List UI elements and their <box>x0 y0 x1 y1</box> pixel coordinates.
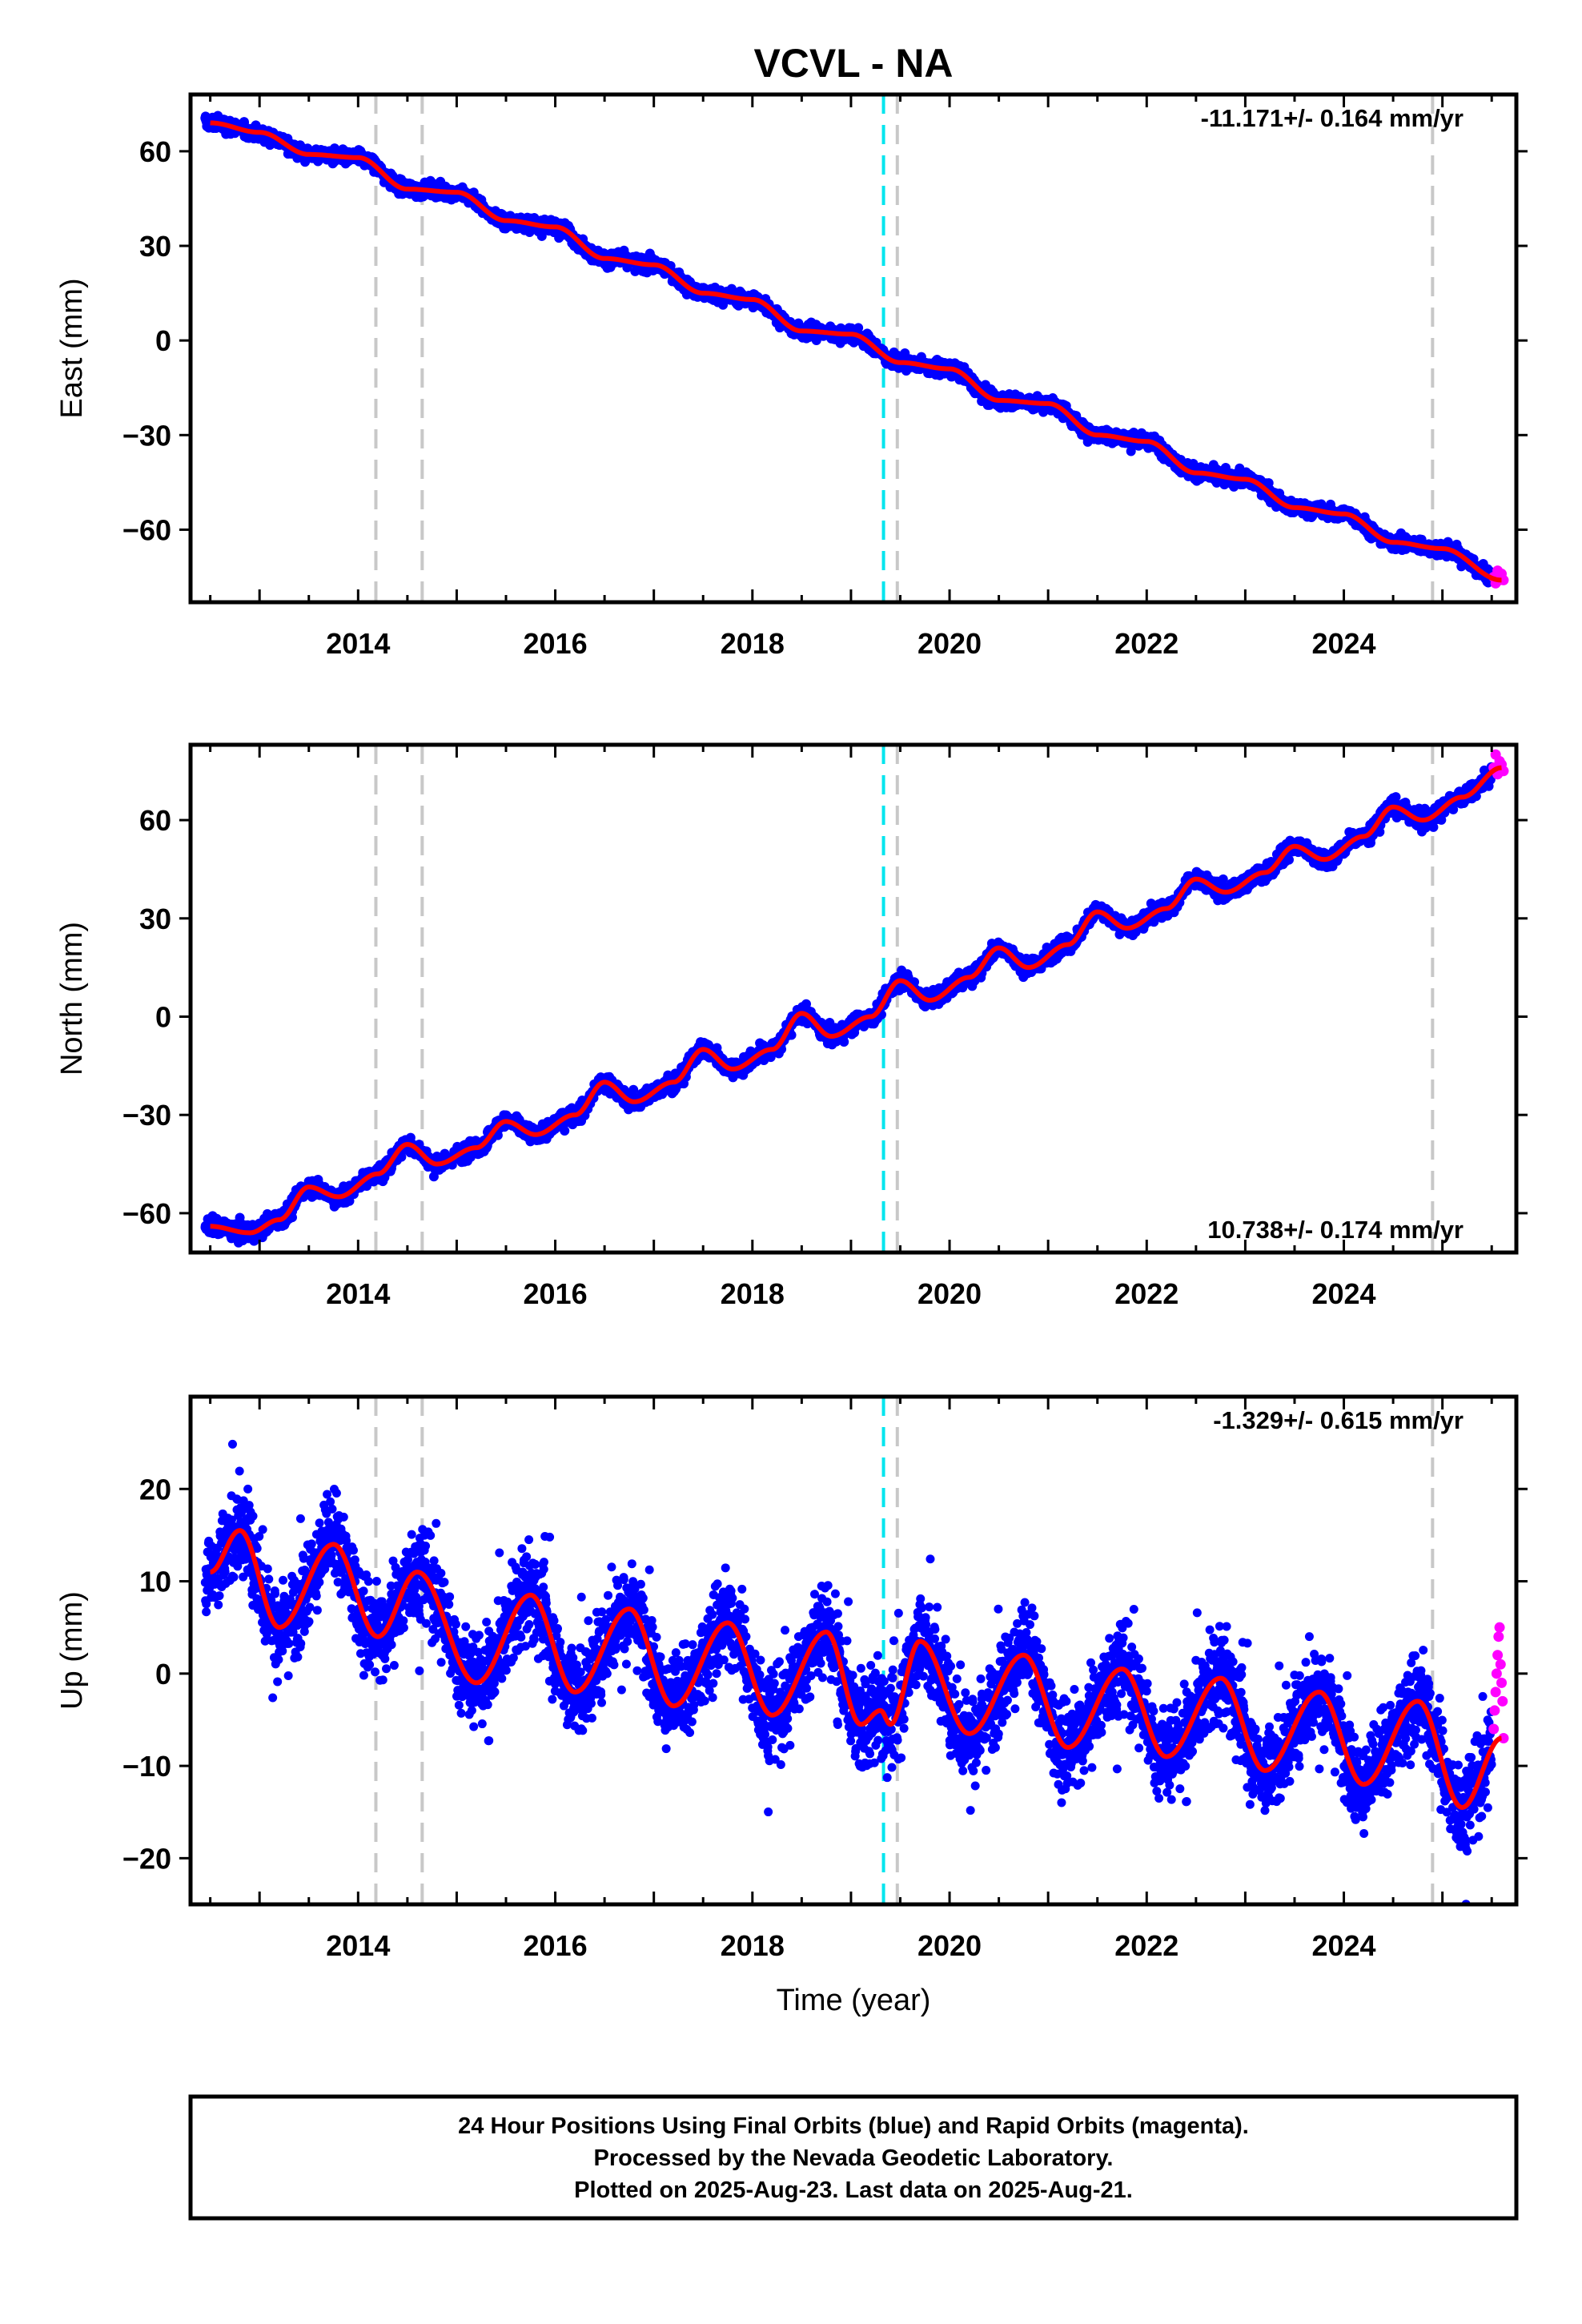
east-y-tick-label-4: 60 <box>139 135 171 168</box>
east-y-tick-label-1: −30 <box>122 419 171 452</box>
figure-title: VCVL - NA <box>753 41 953 86</box>
east-x-tick-label-5: 2024 <box>1311 627 1375 660</box>
east-y-tick-label-3: 30 <box>139 230 171 263</box>
east-x-tick-label-2: 2018 <box>721 627 785 660</box>
east-plot-area <box>200 94 1509 602</box>
east-x-tick-label-3: 2020 <box>917 627 982 660</box>
north-final-point-1086 <box>628 1084 639 1095</box>
north-final-point-911 <box>560 1125 570 1136</box>
panel-east: 2014 2016 2018 2020 2022 2024 −60 −30 0 30 60 East … <box>55 92 1528 660</box>
east-x-tick-label-4: 2022 <box>1114 627 1178 660</box>
east-rate-label: -11.171+/- 0.164 mm/yr <box>1201 104 1464 132</box>
east-y-tick-label-0: −60 <box>122 513 171 546</box>
east-final-point-1656 <box>853 323 864 333</box>
east-y-axis-label: East (mm) <box>55 278 89 418</box>
panels: 2014 2016 2018 2020 2022 2024 −60 −30 0 30 60 East … <box>55 92 1528 1962</box>
panel-north: 2014 2016 2018 2020 2022 2024−60−3003060North… <box>55 742 1528 1310</box>
east-y-tick-label-2: 0 <box>155 324 171 357</box>
east-x-tick-label-0: 2014 <box>326 627 390 660</box>
north-plot-area <box>200 745 1509 1252</box>
north-final-orbit-points <box>200 762 1497 1248</box>
east-x-tick-label-1: 2016 <box>524 627 588 660</box>
